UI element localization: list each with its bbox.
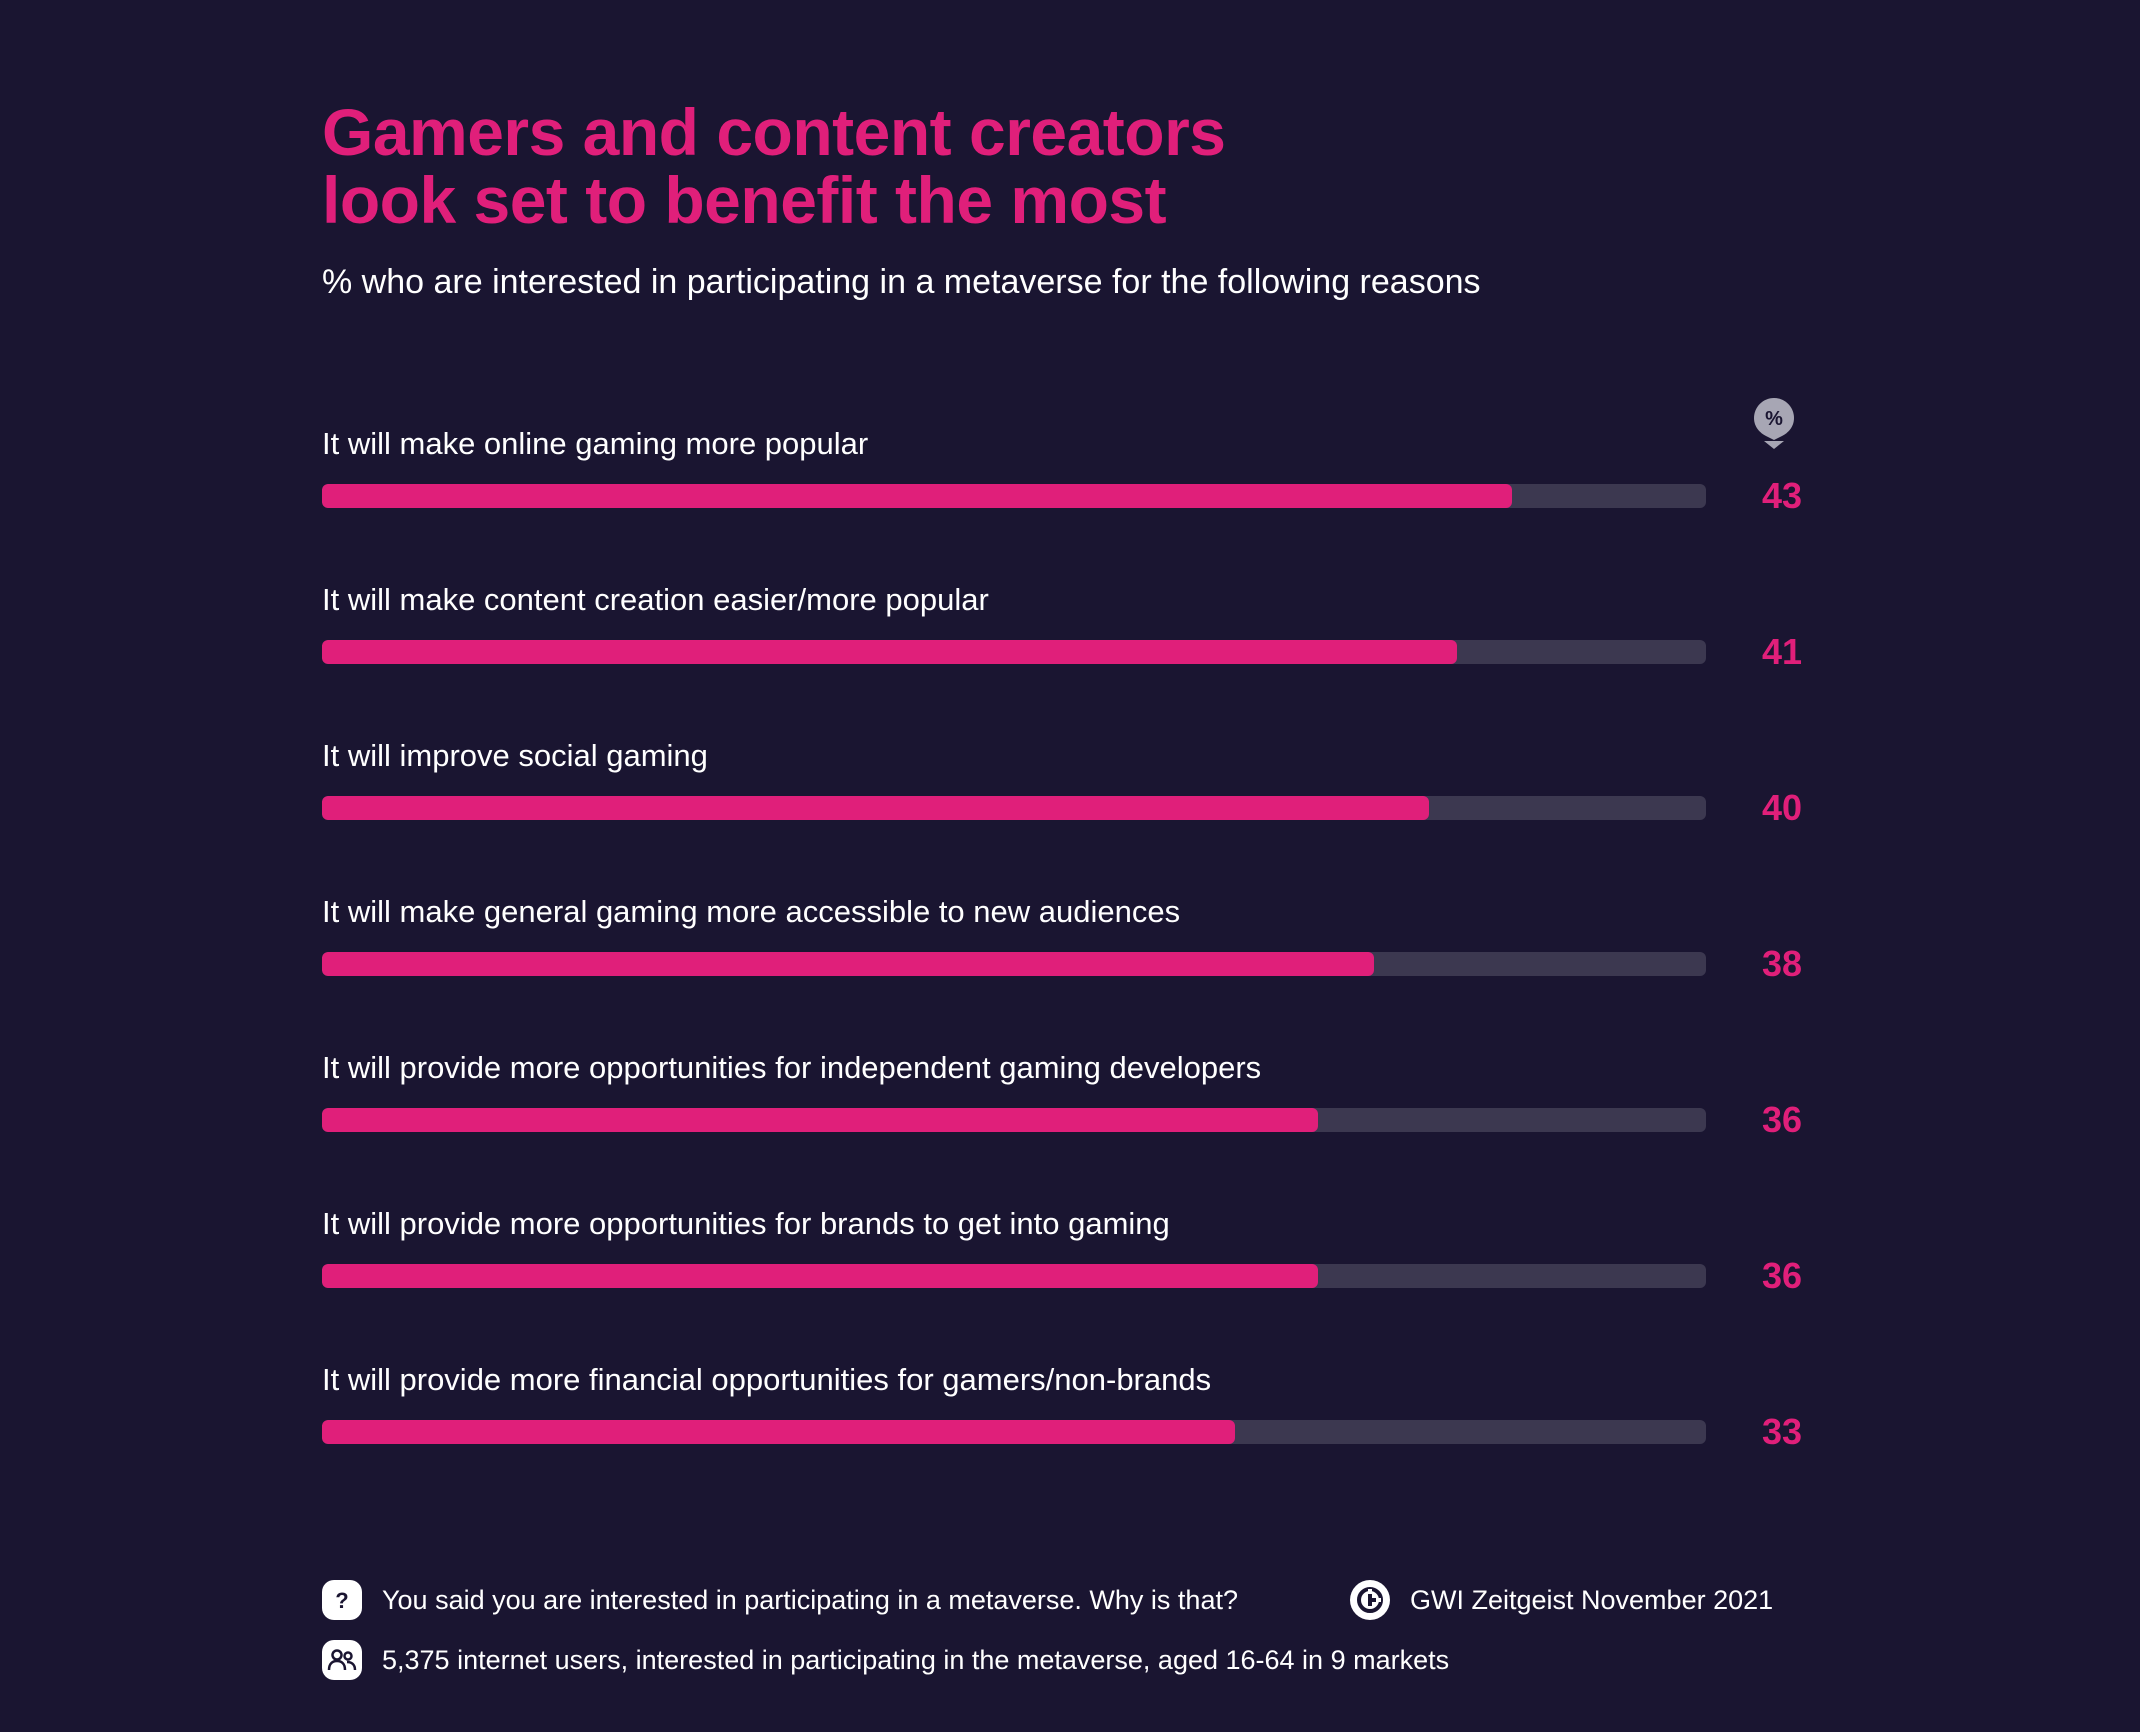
title-line-2: look set to benefit the most <box>322 163 1167 237</box>
bar-track <box>322 640 1706 664</box>
question-icon: ? <box>322 1580 362 1620</box>
svg-text:?: ? <box>335 1588 348 1613</box>
source-text: GWI Zeitgeist November 2021 <box>1410 1585 1774 1615</box>
bar <box>322 952 1374 976</box>
bar-row: It will make general gaming more accessi… <box>322 890 1802 1010</box>
bar <box>322 640 1457 664</box>
bar-value-label: 33 <box>1761 1411 1802 1452</box>
bar-track <box>322 484 1706 508</box>
bar-row: It will provide more financial opportuni… <box>322 1358 1802 1478</box>
bar-label: It will provide more opportunities for i… <box>322 1050 1262 1085</box>
bar-track <box>322 796 1706 820</box>
question-note: ? You said you are interested in partici… <box>322 1580 1238 1620</box>
people-icon <box>322 1640 362 1680</box>
bar <box>322 484 1513 508</box>
bar-row: It will make online gaming more popular 4… <box>322 422 1802 542</box>
bar-label: It will provide more financial opportuni… <box>322 1362 1212 1397</box>
bar-value-label: 43 <box>1761 475 1802 516</box>
chart-title: Gamers and content creators look set to … <box>322 98 1822 234</box>
bar-label: It will improve social gaming <box>322 738 708 773</box>
bar-label: It will make content creation easier/mor… <box>322 582 989 617</box>
bar-label: It will provide more opportunities for b… <box>322 1206 1170 1241</box>
bar <box>322 1420 1236 1444</box>
bar-value-label: 36 <box>1761 1099 1802 1140</box>
sample-note: 5,375 internet users, interested in part… <box>322 1640 1449 1680</box>
bar <box>322 1264 1319 1288</box>
title-line-1: Gamers and content creators <box>322 95 1226 169</box>
percent-symbol: % <box>1765 408 1783 430</box>
chart-subtitle: % who are interested in participating in… <box>322 263 1481 301</box>
bar-value-label: 41 <box>1761 631 1802 672</box>
bar-row: It will provide more opportunities for i… <box>322 1046 1802 1166</box>
percent-badge-icon: % <box>1752 396 1796 450</box>
bar <box>322 796 1430 820</box>
source-note: GWI Zeitgeist November 2021 <box>1350 1580 1773 1620</box>
bar-track <box>322 1264 1706 1288</box>
bar-row: It will provide more opportunities for b… <box>322 1202 1802 1322</box>
bar-value-label: 40 <box>1761 787 1802 828</box>
bar-track <box>322 1108 1706 1132</box>
bar-row: It will improve social gaming 40 <box>322 734 1802 854</box>
bar-track <box>322 1420 1706 1444</box>
bar-track <box>322 952 1706 976</box>
sample-text: 5,375 internet users, interested in part… <box>382 1645 1450 1675</box>
bar-value-label: 36 <box>1761 1255 1802 1296</box>
bar-value-label: 38 <box>1761 943 1802 984</box>
bar <box>322 1108 1319 1132</box>
bar-label: It will make online gaming more popular <box>322 426 869 461</box>
bar-row: It will make content creation easier/mor… <box>322 578 1802 698</box>
bar-label: It will make general gaming more accessi… <box>322 894 1181 929</box>
gwi-logo-icon <box>1350 1580 1390 1620</box>
question-text: You said you are interested in participa… <box>382 1585 1238 1615</box>
